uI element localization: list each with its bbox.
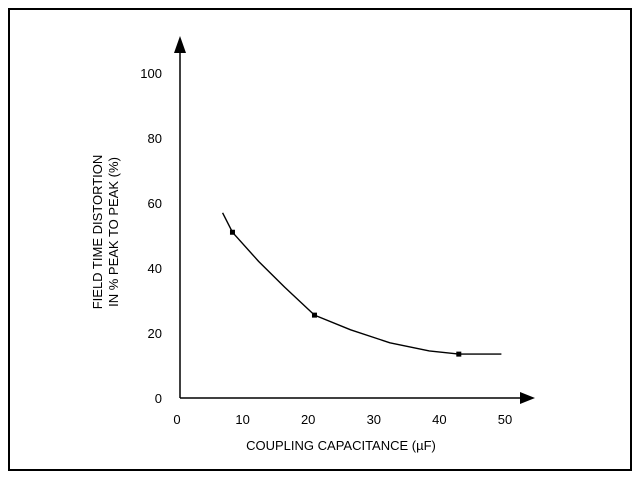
x-axis-label: COUPLING CAPACITANCE (µF) <box>246 438 436 453</box>
y-tick-label: 40 <box>148 261 162 276</box>
x-tick-label: 20 <box>301 412 315 427</box>
x-tick-label: 50 <box>498 412 512 427</box>
y-axis-arrow <box>174 36 186 53</box>
y-tick-label: 80 <box>148 131 162 146</box>
y-axis-label-line-1: FIELD TIME DISTORTION <box>90 155 105 310</box>
y-axis-label-line-2: IN % PEAK TO PEAK (%) <box>106 157 121 307</box>
series-line <box>221 212 502 355</box>
y-tick-label: 0 <box>155 391 162 406</box>
x-tick-label: 30 <box>367 412 381 427</box>
chart-frame <box>8 8 632 471</box>
y-tick-labels: 0 20 40 60 80 100 <box>140 66 162 406</box>
data-point-marker <box>229 229 235 235</box>
data-point-marker <box>456 351 462 357</box>
x-tick-labels: 0 10 20 30 40 50 <box>173 412 512 427</box>
y-tick-label: 60 <box>148 196 162 211</box>
chart-series <box>221 212 502 357</box>
x-tick-label: 0 <box>173 412 180 427</box>
data-point-marker <box>311 312 317 318</box>
y-tick-label: 20 <box>148 326 162 341</box>
y-tick-label: 100 <box>140 66 162 81</box>
x-tick-label: 40 <box>432 412 446 427</box>
chart-axes <box>174 36 535 404</box>
x-tick-label: 10 <box>235 412 249 427</box>
x-axis-arrow <box>520 392 535 404</box>
